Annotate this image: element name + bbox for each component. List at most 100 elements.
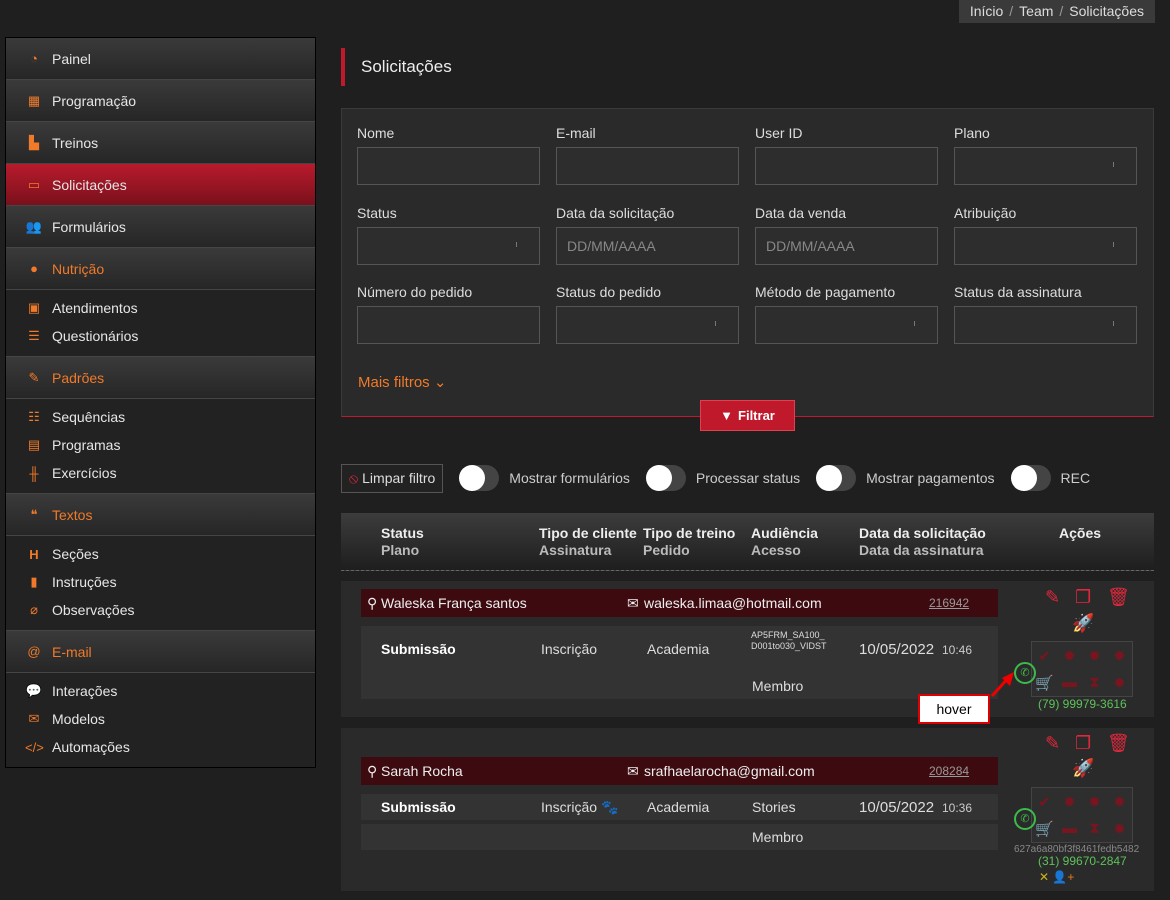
toggle-mostrar-formularios[interactable] [459,465,500,491]
audience: AP5FRM_SA100_D001to030_VIDST [751,630,827,651]
filter-select[interactable] [556,306,739,344]
client-email[interactable]: waleska.limaa@hotmail.com [644,595,822,611]
filter-field: Atribuição [954,205,1137,265]
trash-icon[interactable]: 🗑 [1107,587,1130,607]
filter-input[interactable] [556,147,739,185]
copy-icon[interactable]: ❐ [1075,587,1092,607]
detail-row: Submissão Inscrição 🐾 Academia Stories 1… [361,794,998,820]
filter-label: Atribuição [954,205,1017,221]
filter-select[interactable] [954,227,1137,265]
gear-icon[interactable]: ✹ [1113,674,1126,692]
sidebar-item-atendimentos[interactable]: ▣ Atendimentos [6,294,315,322]
double-check-icon[interactable]: ✔ [1038,793,1051,811]
gear-icon[interactable]: ✹ [1113,647,1126,665]
phone-number[interactable]: (31) 99670-2847 [1038,854,1127,868]
edit-icon[interactable]: ✎ [1045,587,1061,607]
page-title: Solicitações [341,48,452,86]
filter-icon: ▼ [720,408,734,423]
sidebar-item-automacoes[interactable]: </> Automações [25,739,130,755]
rocket-icon[interactable]: 🚀 [1072,758,1095,778]
filter-label: Número do pedido [357,284,473,300]
gear-icon[interactable]: ✹ [1113,793,1126,811]
filter-input[interactable] [357,306,540,344]
toggle-rec[interactable] [1010,465,1051,491]
more-filters-toggle[interactable]: Mais filtros ⌄ [358,374,447,391]
edit-icon[interactable]: ✎ [1045,733,1061,753]
envelope-icon: ✉ [627,763,639,779]
phone-number[interactable]: (79) 99979-3616 [1038,697,1127,711]
whatsapp-icon[interactable]: ✆ [1014,662,1036,684]
filter-label: Data da venda [755,205,847,221]
sidebar-item-observacoes[interactable]: ⌀ Observações [6,596,315,624]
dumbbell-icon: ╫ [29,465,39,481]
filter-input[interactable] [357,147,540,185]
gear-icon[interactable]: ✹ [1088,647,1101,665]
money-icon[interactable]: ▬ [1062,820,1077,837]
filter-field: Data da solicitação DD/MM/AAAA [556,205,739,265]
paperclip-icon: ⌀ [30,602,38,617]
sidebar-section-padroes[interactable]: ✎ Padrões [6,357,315,399]
hourglass-icon[interactable]: ⧗ [1089,674,1100,691]
sidebar-section-email[interactable]: @ E-mail [6,631,315,673]
double-check-icon[interactable]: ✔ [1038,647,1051,665]
money-icon[interactable]: ▬ [1062,674,1077,691]
sidebar-section-textos[interactable]: ❝ Textos [6,494,315,536]
breadcrumb-home[interactable]: Início [969,3,1004,19]
cart-icon[interactable]: 🛒 [1035,674,1054,692]
hourglass-icon[interactable]: ⧗ [1089,820,1100,837]
sidebar-item-interacoes[interactable]: 💬 Interações [25,683,118,699]
sidebar-item-modelos[interactable]: ✉ Modelos [6,705,315,733]
user-plus-icon[interactable]: 👤+ [1052,870,1075,884]
filter-select[interactable] [357,227,540,265]
toggle-processar-status[interactable] [645,465,686,491]
filter-button[interactable]: ▼ Filtrar [700,400,795,431]
sidebar-item-programas[interactable]: ▤ Programas [6,431,315,459]
filter-field: E-mail [556,125,739,185]
toolbar: ⦸ Limpar filtro Mostrar formulários Proce… [341,463,1090,493]
sidebar-item-treinos[interactable]: ▙ Treinos [6,122,315,164]
filter-input[interactable]: DD/MM/AAAA [755,227,938,265]
filter-label: Método de pagamento [755,284,896,300]
order-link[interactable]: 208284 [929,764,970,778]
sidebar-item-sequencias[interactable]: ☷ Sequências [6,403,315,431]
status-icons: ✔ ✹ ✹ ✹ 🛒 ▬ ⧗ ✹ [1031,787,1133,843]
whatsapp-icon[interactable]: ✆ [1014,808,1036,830]
order-link[interactable]: 216942 [929,596,970,610]
sidebar-item-exercicios[interactable]: ╫ Exercícios [6,459,315,487]
sidebar-section-nutricao[interactable]: ● Nutrição [6,248,315,290]
breadcrumb-team[interactable]: Team [1019,3,1054,19]
gear-icon[interactable]: ✹ [1088,793,1101,811]
clear-filter-button[interactable]: ⦸ Limpar filtro [341,463,444,493]
filter-input[interactable] [755,147,938,185]
gear-icon[interactable]: ✹ [1063,647,1076,665]
gear-icon[interactable]: ✹ [1113,820,1126,838]
apple-icon: ● [30,261,38,276]
filter-select[interactable] [755,306,938,344]
filter-label: E-mail [556,125,596,141]
sidebar: ◔ Painel ▦ Programação ▙ Treinos ▭ Solicitaç… [5,37,316,768]
sidebar-item-programacao[interactable]: ▦ Programação [6,80,315,122]
rocket-icon[interactable]: 🚀 [1072,613,1095,633]
filter-input[interactable]: DD/MM/AAAA [556,227,739,265]
client-email[interactable]: srafhaelarocha@gmail.com [644,763,815,779]
toggle-mostrar-pagamentos[interactable] [816,465,857,491]
sidebar-item-secoes[interactable]: H Seções [6,540,315,568]
client-type: Inscrição [541,799,598,815]
status: Submissão [381,799,456,815]
filter-field: Status [357,205,540,265]
sidebar-item-painel[interactable]: ◔ Painel [6,38,315,80]
sidebar-item-solicitacoes[interactable]: ▭ Solicitações [6,164,315,206]
sidebar-item-instrucoes[interactable]: ▮ Instruções [6,568,315,596]
gear-icon[interactable]: ✹ [1063,793,1076,811]
archive-icon: ▤ [27,437,41,452]
sidebar-item-questionarios[interactable]: ☰ Questionários [6,322,315,350]
cart-icon[interactable]: 🛒 [1035,820,1054,838]
filter-select[interactable] [954,147,1137,185]
envelope-icon: ✉ [627,595,639,611]
copy-icon[interactable]: ❐ [1075,733,1092,753]
trash-icon[interactable]: 🗑 [1107,733,1130,753]
laptop-icon: ▣ [27,300,41,315]
filter-select[interactable] [954,306,1137,344]
sidebar-item-formularios[interactable]: 👥 Formulários [6,206,315,248]
hover-annotation: hover [918,694,990,724]
